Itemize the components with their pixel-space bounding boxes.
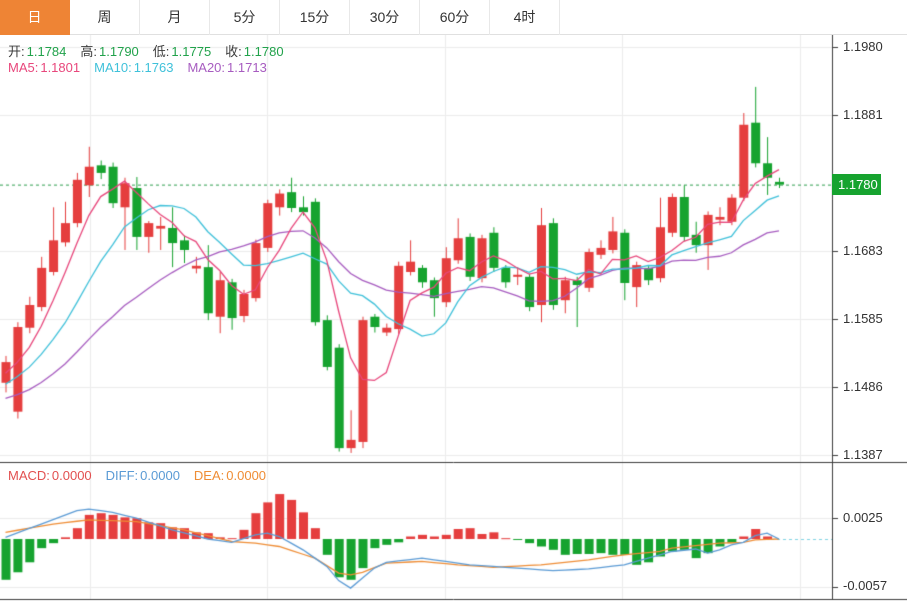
y-axis-label-2: 1.1683 bbox=[843, 243, 883, 258]
ma20-label: MA20: bbox=[187, 60, 226, 75]
close-label: 收: bbox=[225, 44, 242, 59]
macd-value: 0.0000 bbox=[51, 468, 92, 483]
ma5-label: MA5: bbox=[8, 60, 39, 75]
ma-legend: MA5: 1.1801 MA10: 1.1763 MA20: 1.1713 bbox=[8, 60, 269, 75]
tab-15min[interactable]: 15分 bbox=[280, 0, 350, 35]
tab-5min[interactable]: 5分 bbox=[210, 0, 280, 35]
tab-30min[interactable]: 30分 bbox=[350, 0, 420, 35]
y-axis-label-5: 1.1387 bbox=[843, 447, 883, 462]
diff-label: DIFF: bbox=[105, 468, 139, 483]
high-value: 1.1790 bbox=[99, 44, 139, 59]
y-axis-label-4: 1.1486 bbox=[843, 379, 883, 394]
ohlc-legend: 开: 1.1784 高: 1.1790 低: 1.1775 收: 1.1780 bbox=[8, 41, 286, 60]
ma10-value: 1.1763 bbox=[133, 60, 174, 75]
macd-axis-label-0: 0.0025 bbox=[843, 510, 883, 525]
dea-value: 0.0000 bbox=[226, 468, 267, 483]
low-value: 1.1775 bbox=[171, 44, 212, 59]
ma20-value: 1.1713 bbox=[227, 60, 267, 75]
y-axis-label-1: 1.1881 bbox=[843, 107, 883, 122]
tab-60min[interactable]: 60分 bbox=[420, 0, 490, 35]
dea-label: DEA: bbox=[193, 468, 225, 483]
low-label: 低: bbox=[152, 44, 170, 59]
tab-day[interactable]: 日 bbox=[0, 0, 70, 35]
open-value: 1.1784 bbox=[26, 44, 67, 59]
current-price-badge: 1.1780 bbox=[832, 174, 881, 195]
macd-legend: MACD: 0.0000 DIFF: 0.0000 DEA: 0.0000 bbox=[8, 468, 268, 483]
y-axis-label-0: 1.1980 bbox=[843, 39, 883, 54]
macd-axis-label-1: -0.0057 bbox=[843, 578, 888, 593]
ma10-label: MA10: bbox=[94, 60, 132, 75]
macd-label: MACD: bbox=[8, 468, 50, 483]
y-axis-label-3: 1.1585 bbox=[843, 311, 883, 326]
high-label: 高: bbox=[80, 44, 98, 59]
tab-4hour[interactable]: 4时 bbox=[490, 0, 560, 35]
open-label: 开: bbox=[8, 44, 25, 59]
tab-month[interactable]: 月 bbox=[140, 0, 210, 35]
close-value: 1.1780 bbox=[243, 44, 284, 59]
diff-value: 0.0000 bbox=[140, 468, 180, 483]
ma5-value: 1.1801 bbox=[40, 60, 81, 75]
timeframe-toolbar: 日 周 月 5分 15分 30分 60分 4时 bbox=[0, 0, 907, 35]
chart-canvas[interactable] bbox=[0, 35, 907, 601]
tab-week[interactable]: 周 bbox=[70, 0, 140, 35]
